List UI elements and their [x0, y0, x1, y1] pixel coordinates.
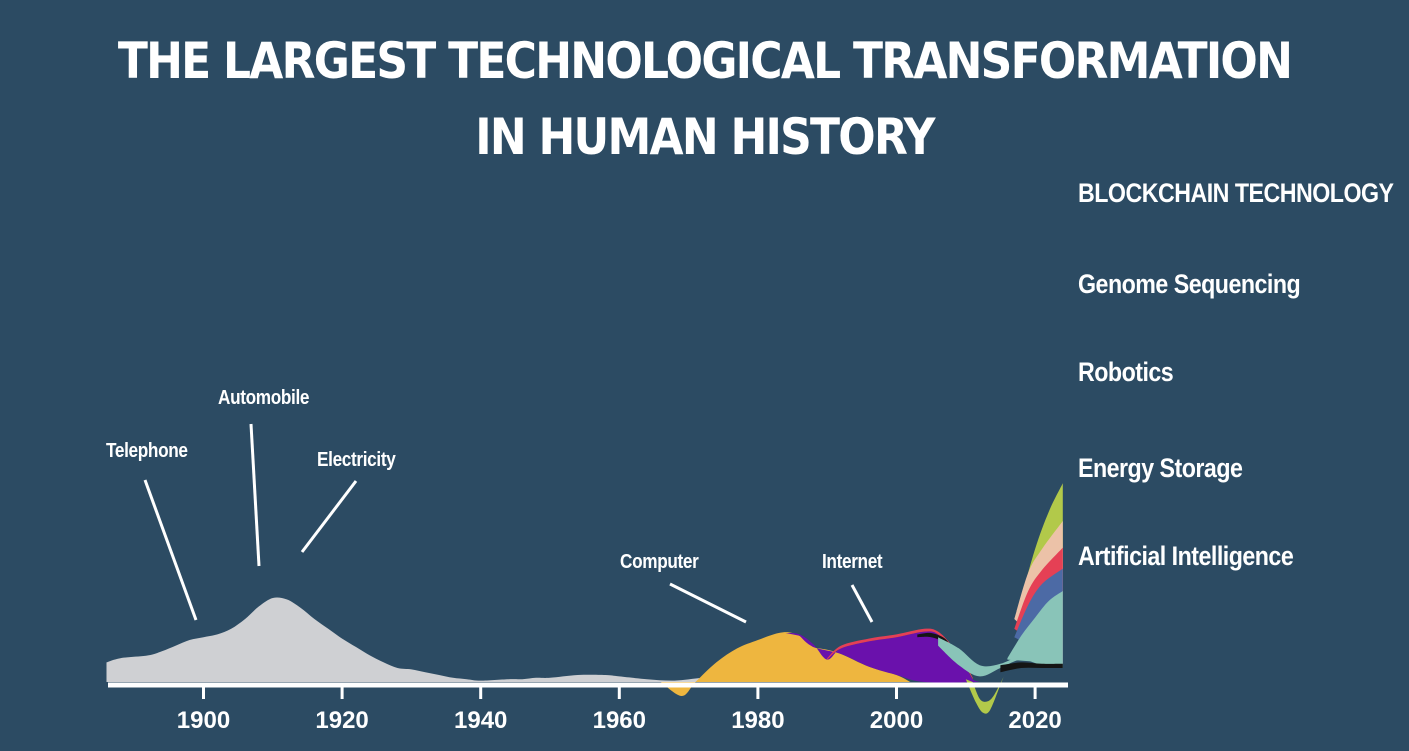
x-tick-label-2000: 2000 [870, 707, 923, 734]
internet-red-edge [827, 628, 973, 680]
x-tick-label-2020: 2020 [1008, 707, 1061, 734]
legend-item-robotics: Robotics [1078, 357, 1174, 387]
leader-line-internet [850, 584, 874, 623]
annotation-electricity: Electricity [317, 449, 396, 471]
computer-area [660, 632, 911, 696]
legend-item-artificial-intelligence: Artificial Intelligence [1078, 541, 1294, 571]
ai-crossing-ribbon [938, 631, 1063, 677]
x-tick-label-1980: 1980 [731, 707, 784, 734]
leader-line-automobile [249, 423, 261, 567]
ai-black-band [1000, 662, 1063, 673]
x-axis-ticks: 1900 1920 1940 1960 1980 2000 2020 [177, 685, 1062, 734]
annotation-telephone: Telephone [106, 440, 188, 462]
chart-title-line-1: THE LARGEST TECHNOLOGICAL TRANSFORMATION [117, 32, 1293, 90]
x-tick-label-1900: 1900 [177, 707, 230, 734]
x-tick-label-1960: 1960 [593, 707, 646, 734]
chart-title-line-2: IN HUMAN HISTORY [475, 108, 935, 166]
annotation-automobile: Automobile [218, 387, 310, 409]
leader-line-electricity [300, 480, 358, 553]
annotation-leader-lines [143, 423, 874, 624]
artificial-intelligence-area [1007, 591, 1063, 664]
annotation-computer: Computer [620, 551, 699, 573]
legend-item-blockchain: BLOCKCHAIN TECHNOLOGY [1078, 178, 1394, 208]
chart-layers [106, 483, 1063, 714]
blockchain-area-dip [965, 668, 1008, 714]
x-tick-label-1940: 1940 [454, 707, 507, 734]
internet-black-band [917, 632, 952, 652]
legend-item-energy-storage: Energy Storage [1078, 453, 1243, 483]
leader-line-telephone [143, 479, 198, 621]
legacy-technologies-area [106, 597, 883, 682]
internet-area [785, 631, 980, 683]
legend-item-genome-sequencing: Genome Sequencing [1078, 269, 1301, 299]
leader-line-computer [669, 582, 747, 624]
annotation-internet: Internet [822, 551, 883, 573]
x-tick-label-1920: 1920 [315, 707, 368, 734]
